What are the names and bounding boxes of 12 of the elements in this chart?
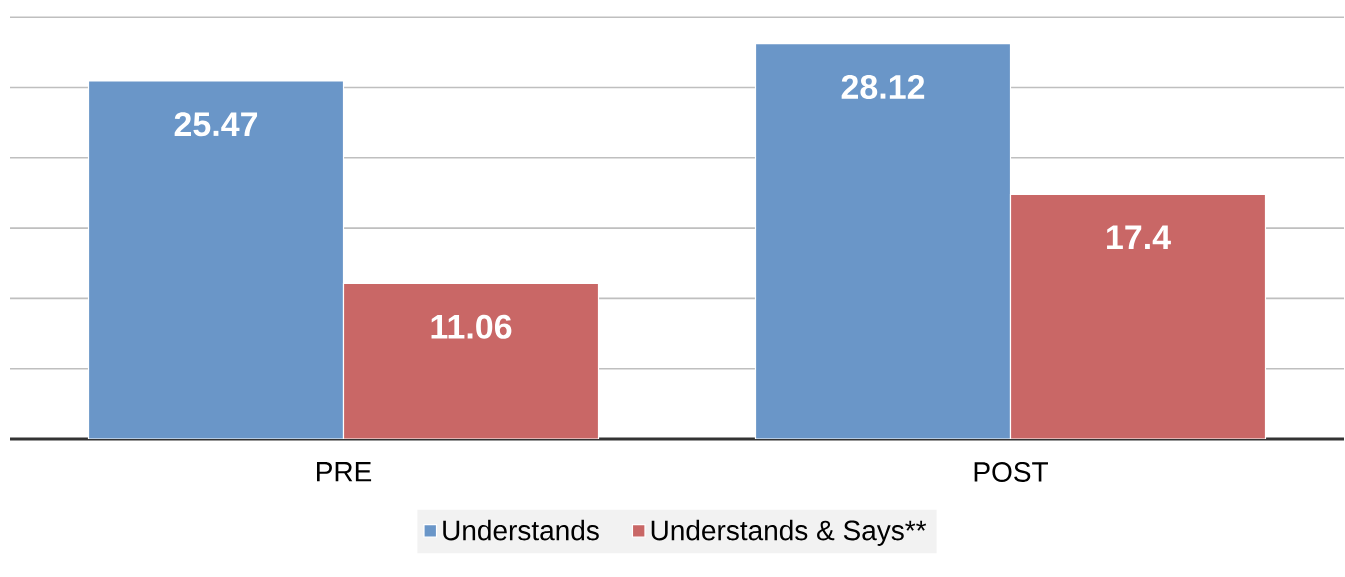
legend-label: Understands & Says** [651, 519, 927, 546]
data-label: 11.06 [431, 314, 512, 339]
bar [1009, 193, 1267, 439]
x-tick-label: POST [974, 462, 1048, 482]
x-tick-label: PRE [317, 462, 372, 482]
bar [342, 282, 600, 439]
legend-label: Understands [443, 519, 599, 541]
bar [754, 43, 1012, 439]
bar [87, 80, 345, 439]
data-label: 25.47 [174, 112, 258, 137]
data-label: 17.4 [1107, 225, 1171, 249]
data-label: 28.12 [841, 74, 925, 99]
